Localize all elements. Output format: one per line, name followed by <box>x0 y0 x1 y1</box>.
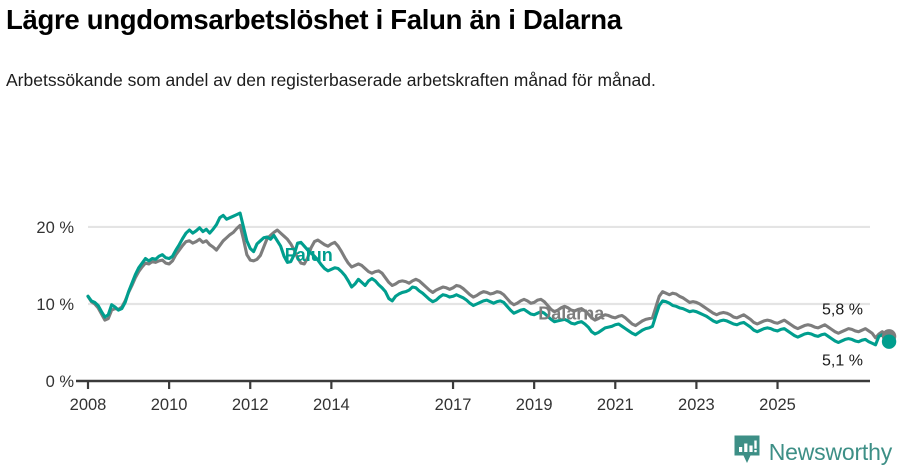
x-axis-tick-marks <box>86 381 779 389</box>
x-axis-tick-label: 2025 <box>759 396 796 414</box>
y-axis-tick-label: 20 % <box>36 219 74 237</box>
x-axis-tick-label: 2019 <box>516 396 553 414</box>
x-axis-tick-label: 2008 <box>70 396 107 414</box>
series-line-falun <box>86 211 891 347</box>
series-line-dalarna <box>86 223 891 340</box>
series-inline-labels: Falun Dalarna <box>285 245 606 324</box>
y-axis-tick-label: 10 % <box>36 296 74 314</box>
newsworthy-bar-chart-pin-icon <box>733 434 761 471</box>
end-marker-falun <box>881 334 897 349</box>
series-end-value-labels: 5,1 % 5,8 % <box>822 301 863 369</box>
line-chart: 0 % 10 % 20 % 2008 2010 2012 2014 2017 2019 2021… <box>36 211 897 414</box>
y-axis-tick-labels: 0 % 10 % 20 % <box>36 219 74 391</box>
series-label-falun: Falun <box>285 245 333 265</box>
chart-container: 0 % 10 % 20 % 2008 2010 2012 2014 2017 2019 2021… <box>0 160 900 420</box>
series-label-dalarna: Dalarna <box>538 303 605 323</box>
newsworthy-logo[interactable]: Newsworthy <box>733 434 892 471</box>
x-axis-tick-label: 2023 <box>678 396 715 414</box>
x-axis-tick-label: 2014 <box>313 396 350 414</box>
footer: Newsworthy <box>0 432 900 474</box>
end-value-label-dalarna: 5,8 % <box>822 301 863 318</box>
y-axis-tick-label: 0 % <box>46 373 75 391</box>
page-subtitle: Arbetssökande som andel av den registerb… <box>6 70 656 90</box>
x-axis-tick-label: 2017 <box>435 396 472 414</box>
newsworthy-logo-text: Newsworthy <box>768 439 892 465</box>
series-lines <box>86 211 891 347</box>
end-value-label-falun: 5,1 % <box>822 353 863 370</box>
x-axis-tick-label: 2010 <box>151 396 188 414</box>
x-axis-tick-labels: 2008 2010 2012 2014 2017 2019 2021 2023 2025 <box>70 396 796 414</box>
x-axis-tick-label: 2012 <box>232 396 269 414</box>
page-title: Lägre ungdomsarbetslöshet i Falun än i D… <box>6 4 622 35</box>
x-axis-tick-label: 2021 <box>597 396 634 414</box>
series-end-markers <box>881 329 897 349</box>
